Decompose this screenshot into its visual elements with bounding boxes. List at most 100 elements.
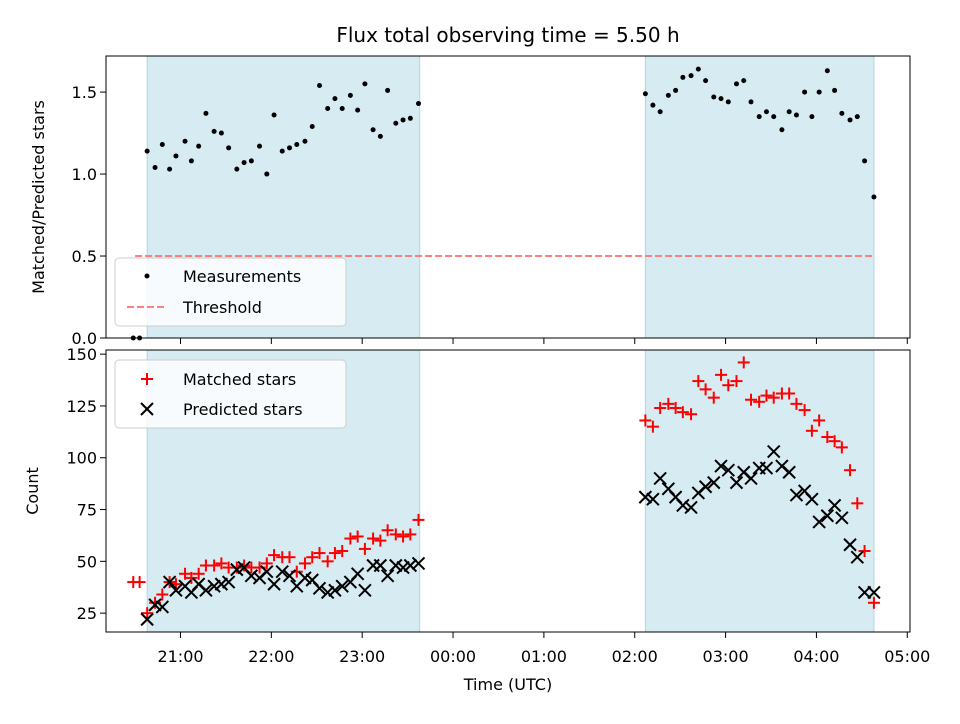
measurement-point <box>159 142 165 148</box>
x-tick-label: 00:00 <box>430 647 476 666</box>
matched-star-point <box>215 557 228 570</box>
predicted-star-point <box>744 471 758 486</box>
predicted-star-point <box>312 581 327 595</box>
matched-star-point <box>783 387 796 400</box>
bottom-legend: Matched stars Predicted stars <box>114 359 347 429</box>
measurement-point <box>355 107 361 113</box>
measurement-point <box>862 158 868 164</box>
predicted-star-point <box>827 498 842 513</box>
measurement-point <box>325 105 331 111</box>
matched-star-point <box>367 532 380 545</box>
predicted-star-point <box>411 556 426 571</box>
legend-predicted-marker <box>140 402 154 416</box>
predicted-star-point <box>721 463 736 477</box>
measurement-point <box>362 81 368 87</box>
bottom-axes-frame <box>105 349 911 633</box>
matched-star-point <box>328 547 341 560</box>
matched-star-point <box>404 528 417 541</box>
matched-star-point <box>737 356 750 369</box>
x-tick-label: 04:00 <box>793 647 839 666</box>
matched-star-point <box>676 406 689 419</box>
measurement-point <box>196 143 202 149</box>
matched-star-point <box>268 549 281 562</box>
measurement-point <box>248 158 254 164</box>
matched-star-point <box>662 397 675 410</box>
predicted-star-point <box>698 480 713 494</box>
matched-star-point <box>654 402 667 415</box>
bottom-y-axis-label: Count <box>23 467 42 515</box>
measurement-point <box>779 127 785 133</box>
measurement-point <box>339 105 345 111</box>
matched-star-point <box>283 551 296 564</box>
matched-star-point <box>412 513 425 526</box>
measurement-point <box>234 166 240 172</box>
matched-star-point <box>185 571 198 584</box>
matched-star-point <box>699 383 712 396</box>
predicted-star-point <box>335 579 349 593</box>
measurement-point <box>203 110 209 116</box>
measurement-point <box>167 166 173 172</box>
measurement-point <box>871 194 877 200</box>
matched-star-point <box>389 528 402 541</box>
measurement-point <box>416 101 422 107</box>
matched-star-point <box>344 532 357 545</box>
predicted-star-point <box>403 558 418 573</box>
top-y-axis-label: Matched/Predicted stars <box>29 100 48 294</box>
matched-star-point <box>141 607 154 620</box>
predicted-star-point <box>380 569 395 583</box>
measurement-point <box>832 87 838 93</box>
matched-star-point <box>192 567 205 580</box>
x-tick-label: 05:00 <box>884 647 930 666</box>
measurement-point <box>264 171 270 177</box>
measurement-point <box>771 114 777 120</box>
x-tick-label: 22:00 <box>248 647 294 666</box>
measurement-point <box>680 74 686 80</box>
measurement-point <box>665 92 671 98</box>
x-tick-label: 03:00 <box>703 647 749 666</box>
matched-star-point <box>358 542 371 555</box>
legend-measurements-marker <box>144 273 150 279</box>
predicted-star-point <box>767 444 781 459</box>
measurement-point <box>657 109 663 115</box>
predicted-star-point <box>267 577 281 591</box>
x-axis-label: Time (UTC) <box>463 675 552 694</box>
measurement-point <box>347 92 353 98</box>
predicted-star-point <box>282 569 297 583</box>
matched-star-point <box>730 375 743 388</box>
predicted-star-point <box>140 612 154 627</box>
measurement-point <box>741 78 747 84</box>
measurement-point <box>226 145 232 151</box>
predicted-star-point <box>789 488 804 502</box>
measurement-point <box>188 158 194 164</box>
matched-star-point <box>685 408 698 421</box>
matched-star-point <box>805 424 818 437</box>
matched-star-point <box>298 557 311 570</box>
measurement-point <box>294 142 300 148</box>
predicted-star-point <box>244 569 259 583</box>
y-tick-label: 0.5 <box>72 247 97 266</box>
predicted-star-point <box>684 500 698 515</box>
top-legend: Measurements Threshold <box>114 257 347 327</box>
measurement-point <box>370 127 376 133</box>
matched-star-point <box>692 375 705 388</box>
predicted-star-point <box>638 490 653 504</box>
legend-measurements-label: Measurements <box>183 267 301 286</box>
x-tick-label: 02:00 <box>612 647 658 666</box>
y-tick-label: 125 <box>66 397 97 416</box>
predicted-star-point <box>676 498 690 513</box>
measurement-point <box>733 81 739 87</box>
predicted-star-point <box>820 509 835 523</box>
matched-star-point <box>790 397 803 410</box>
measurement-point <box>793 112 799 118</box>
measurement-point <box>802 89 808 95</box>
measurement-point <box>144 148 150 154</box>
measurement-point <box>711 94 717 100</box>
legend-matched-marker <box>141 373 153 385</box>
matched-star-point <box>835 441 848 454</box>
measurement-point <box>847 117 853 123</box>
predicted-star-point <box>169 583 183 598</box>
predicted-star-point <box>850 550 865 564</box>
measurement-point <box>309 124 315 129</box>
matched-star-point <box>669 402 682 415</box>
predicted-star-point <box>714 459 728 473</box>
